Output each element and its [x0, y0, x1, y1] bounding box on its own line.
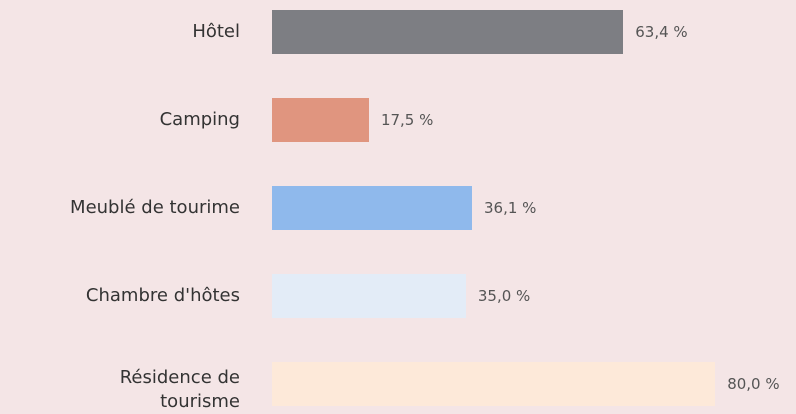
value-label: 35,0 %: [477, 287, 531, 305]
bar: [272, 98, 369, 142]
value-label: 36,1 %: [483, 199, 537, 217]
bar: [272, 362, 716, 406]
bar: [272, 274, 466, 318]
category-label: Meublé de tourime: [70, 197, 240, 218]
category-label: Hôtel: [192, 21, 240, 42]
bar: [272, 10, 624, 54]
bar: [272, 186, 472, 230]
category-label: Camping: [159, 109, 240, 130]
value-label: 17,5 %: [380, 111, 434, 129]
category-label: Résidence de tourisme: [119, 367, 240, 412]
category-label: Chambre d'hôtes: [85, 285, 240, 306]
value-label: 80,0 %: [727, 375, 780, 393]
value-label: 63,4 %: [635, 23, 688, 41]
